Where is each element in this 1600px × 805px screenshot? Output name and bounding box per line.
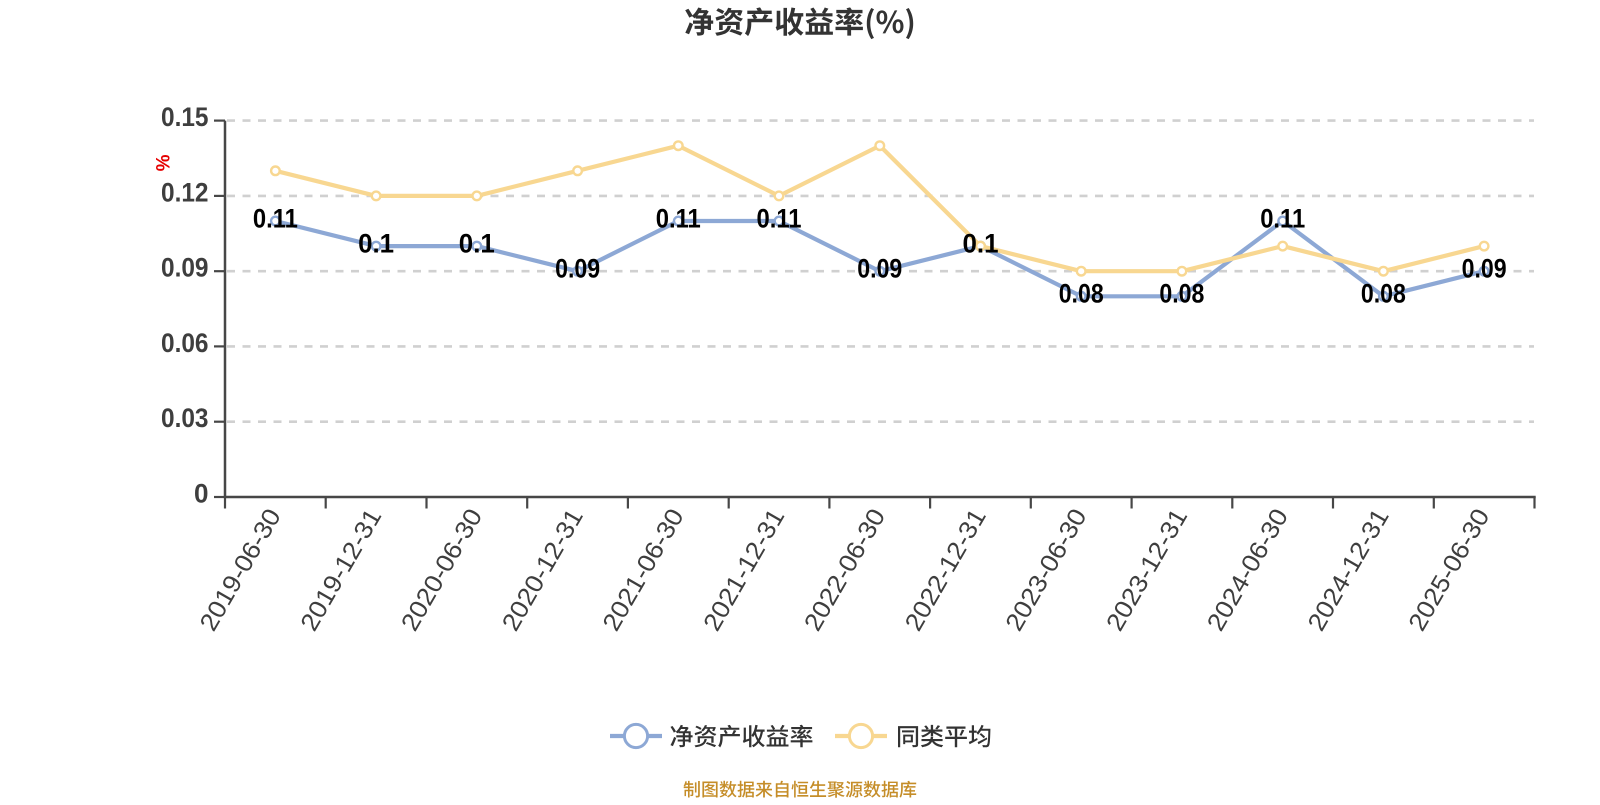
svg-text:0.08: 0.08 xyxy=(1361,279,1406,309)
svg-text:0.1: 0.1 xyxy=(358,228,394,258)
svg-text:0.09: 0.09 xyxy=(161,253,209,283)
svg-text:0.11: 0.11 xyxy=(656,203,701,233)
svg-text:0.09: 0.09 xyxy=(1462,254,1507,284)
svg-text:0.08: 0.08 xyxy=(1059,279,1104,309)
svg-text:0.11: 0.11 xyxy=(1260,203,1305,233)
svg-text:0.11: 0.11 xyxy=(757,203,802,233)
svg-text:0.09: 0.09 xyxy=(857,254,902,284)
svg-text:0.03: 0.03 xyxy=(161,403,209,433)
svg-text:0.09: 0.09 xyxy=(555,254,600,284)
svg-text:0.1: 0.1 xyxy=(459,228,495,258)
svg-text:0.08: 0.08 xyxy=(1159,279,1204,309)
svg-text:0.1: 0.1 xyxy=(963,228,999,258)
svg-text:0.06: 0.06 xyxy=(161,328,209,358)
svg-text:%: % xyxy=(151,155,172,172)
svg-text:0.11: 0.11 xyxy=(253,203,298,233)
svg-text:0.12: 0.12 xyxy=(161,177,209,207)
svg-text:0.15: 0.15 xyxy=(161,102,209,132)
svg-text:0: 0 xyxy=(194,478,209,508)
